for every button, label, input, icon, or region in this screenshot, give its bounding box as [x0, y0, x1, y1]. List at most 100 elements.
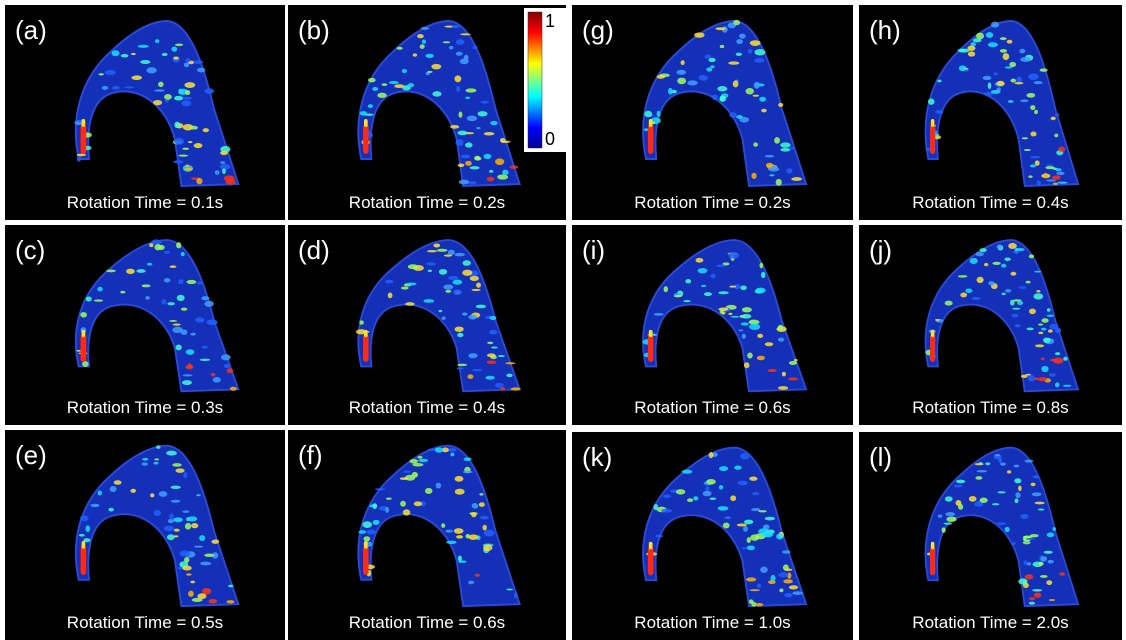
lung-spot [1063, 356, 1068, 361]
lung-spot [170, 485, 181, 489]
lung-spot [760, 566, 768, 573]
lung-spot [941, 527, 946, 533]
lung-spot [774, 137, 780, 144]
lung-spot [486, 360, 497, 364]
lung-spot [76, 349, 82, 352]
lung-map [357, 19, 521, 188]
lung-spot [703, 292, 712, 297]
lung-spot [1018, 578, 1028, 585]
lung-spot [421, 39, 426, 44]
lung-spot [180, 251, 185, 257]
lung-spot [736, 115, 743, 119]
lung-spot [754, 58, 765, 63]
colorbar-max: 1 [545, 11, 555, 31]
lung-spot [394, 84, 405, 89]
lung-spot [723, 516, 732, 520]
lung-spot [1026, 538, 1035, 541]
lung-spot [400, 500, 406, 507]
lung-spot [1028, 73, 1039, 80]
lung-spot [82, 361, 89, 368]
lung-spot [736, 39, 743, 45]
lung-spot [465, 160, 472, 166]
lung-spot [1016, 76, 1023, 84]
lung-spot [222, 168, 226, 175]
lung-spot [477, 111, 488, 117]
lung-spot [1059, 572, 1066, 576]
lung-spot [1018, 286, 1027, 289]
lung-spot [754, 49, 766, 56]
lung-spot [655, 534, 664, 538]
lung-spot [1013, 299, 1022, 302]
lung-spot [166, 534, 175, 541]
lung-spot [381, 83, 388, 86]
lung-spot [368, 77, 376, 83]
lung-spot [177, 566, 183, 570]
lung-spot [706, 478, 716, 485]
lung-spot [458, 179, 470, 185]
lung-spot [154, 89, 165, 92]
lung-spot [193, 60, 204, 64]
lung-spot [208, 599, 218, 604]
lung-spot [728, 61, 740, 65]
lung-spot [1020, 99, 1029, 103]
lung-spot [976, 470, 988, 473]
lung-spot [212, 377, 221, 383]
lung-spot [1047, 559, 1054, 564]
lung-spot [1041, 365, 1049, 373]
lung-spot [502, 169, 509, 176]
lung-spot [653, 504, 659, 511]
lung-spot [463, 457, 472, 461]
lung-spot [793, 359, 798, 362]
lung-spot [362, 521, 373, 528]
lung-spot [170, 499, 181, 503]
lung-spot [178, 281, 184, 284]
lung-spot [791, 177, 803, 181]
lung-spot [1028, 601, 1036, 605]
lung-spot [454, 326, 464, 332]
panel: (d) Rotation Time = 0.4s [288, 225, 566, 425]
panel-label: (e) [15, 440, 47, 470]
lung-spot [126, 268, 135, 275]
lung-spot [184, 522, 192, 530]
lung-spot [195, 317, 205, 323]
lung-spot [182, 96, 193, 100]
lung-texture [358, 447, 518, 599]
lung-spot [764, 342, 774, 347]
lung-spot [438, 309, 443, 313]
lung-spot [1042, 337, 1051, 343]
lung-spot [1033, 377, 1039, 381]
lung-edge-warm [81, 540, 86, 549]
lung-spot [728, 312, 733, 315]
lung-spot [1023, 560, 1028, 566]
lung-spot [1037, 377, 1048, 382]
lung-spot [984, 262, 989, 267]
lung-spot [979, 497, 988, 503]
lung-spot [719, 466, 729, 472]
lung-spot [172, 323, 181, 326]
lung-spot [174, 137, 185, 145]
lung-spot [489, 329, 498, 335]
lung-spot [972, 38, 982, 43]
lung-spot [1034, 501, 1045, 505]
lung-spot [695, 257, 704, 263]
lung-spot [643, 128, 649, 132]
lung-spot [433, 243, 441, 248]
lung-spot [482, 524, 487, 531]
lung-spot [993, 72, 998, 76]
lung-spot [1034, 270, 1042, 273]
lung-spot [1004, 66, 1013, 69]
lung-spot [150, 493, 155, 498]
lung-spot [770, 574, 776, 582]
lung-spot [663, 286, 668, 293]
panel-caption: Rotation Time = 2.0s [912, 613, 1068, 632]
lung-spot [1036, 180, 1041, 187]
lung-spot [136, 269, 146, 273]
lung-spot [1010, 271, 1017, 276]
lung-spot [1025, 373, 1032, 376]
lung-map [74, 444, 240, 608]
lung-spot [156, 445, 161, 449]
lung-spot [955, 500, 962, 506]
lung-spot [982, 75, 992, 81]
lung-spot [459, 58, 469, 65]
lung-spot [167, 302, 175, 306]
